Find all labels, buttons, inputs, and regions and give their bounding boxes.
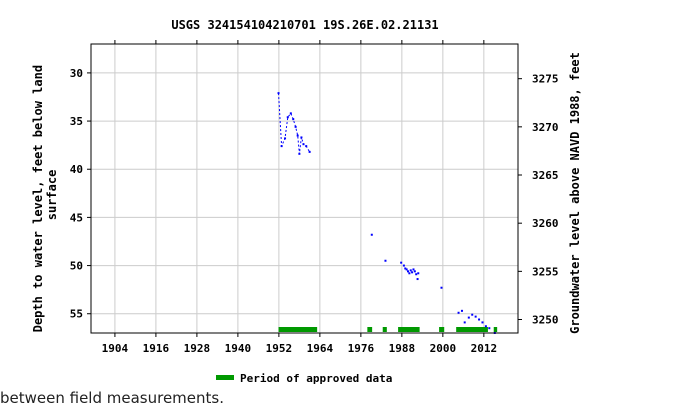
data-point <box>404 267 407 270</box>
approved-period-bar <box>382 327 387 332</box>
approved-period-bar <box>398 327 420 332</box>
y-left-tick-label: 30 <box>70 67 83 80</box>
data-point <box>463 321 466 324</box>
y-right-tick-label: 3275 <box>532 73 559 86</box>
x-tick-label: 2000 <box>430 342 457 355</box>
approved-period-bar <box>367 327 373 332</box>
data-point <box>405 268 408 271</box>
data-point <box>478 318 481 321</box>
approved-periods <box>278 327 498 332</box>
data-point <box>384 259 387 262</box>
y-right-tick-label: 3255 <box>532 265 559 278</box>
x-tick-label: 1964 <box>307 342 334 355</box>
data-point <box>416 278 419 281</box>
y-left-axis-label: Depth to water level, feet below land su… <box>31 58 59 333</box>
y-right-axis-label: Groundwater level above NAVD 1988, feet <box>568 52 582 334</box>
approved-period-bar <box>456 327 488 332</box>
data-point <box>488 327 491 330</box>
data-point <box>440 286 443 289</box>
data-point <box>471 313 474 316</box>
plot-frame <box>90 43 519 334</box>
data-point <box>481 321 484 324</box>
x-tick-label: 1916 <box>143 342 170 355</box>
grid-lines <box>91 44 518 333</box>
approved-period-bar <box>439 327 445 332</box>
data-point <box>417 272 420 275</box>
footnote-text: between field measurements. <box>0 389 224 407</box>
data-point <box>467 316 470 319</box>
data-point <box>457 311 460 314</box>
y-left-tick-label: 35 <box>70 115 83 128</box>
y-right-tick-label: 3260 <box>532 217 559 230</box>
x-tick-label: 1940 <box>225 342 252 355</box>
x-tick-label: 1976 <box>348 342 375 355</box>
data-point <box>289 112 292 115</box>
y-left-axis-label-line1: Depth to water level, feet below land <box>31 65 45 332</box>
data-point <box>298 152 301 155</box>
x-tick-label: 1904 <box>102 342 129 355</box>
data-series <box>277 92 496 334</box>
data-point <box>280 145 283 148</box>
data-point <box>460 309 463 312</box>
x-tick-label: 2012 <box>471 342 498 355</box>
data-point <box>474 315 477 318</box>
data-point <box>292 118 295 121</box>
data-point <box>286 116 289 119</box>
data-point <box>277 92 280 95</box>
x-tick-label: 1988 <box>389 342 416 355</box>
y-left-tick-label: 50 <box>70 260 83 273</box>
data-point <box>409 269 412 272</box>
data-point <box>300 136 303 139</box>
data-point <box>305 145 308 148</box>
data-point <box>411 271 414 274</box>
data-point <box>296 134 299 137</box>
data-point <box>413 270 416 273</box>
chart-title: USGS 324154104210701 19S.26E.02.21131 <box>171 18 438 32</box>
y-right-tick-label: 3265 <box>532 169 559 182</box>
y-left-axis-label-line2: surface <box>45 170 59 221</box>
legend: Period of approved data <box>216 372 392 385</box>
data-point <box>284 137 287 140</box>
data-point <box>294 125 297 128</box>
data-point <box>308 150 311 153</box>
y-left-tick-label: 45 <box>70 211 83 224</box>
y-left-axis-ticks: 30 35 40 45 50 55 <box>70 67 91 321</box>
data-point <box>370 233 373 236</box>
y-right-tick-label: 3270 <box>532 121 559 134</box>
y-left-tick-label: 40 <box>70 163 83 176</box>
x-axis-ticks: 1904 1916 1928 1940 1952 1964 1976 1988 2000 2012 <box>102 40 497 355</box>
x-tick-label: 1952 <box>266 342 293 355</box>
data-point <box>302 143 305 146</box>
y-right-tick-label: 3250 <box>532 314 559 327</box>
data-point <box>408 272 411 275</box>
data-point <box>407 270 410 273</box>
legend-label: Period of approved data <box>240 372 392 385</box>
data-point <box>400 261 403 264</box>
approved-period-bar <box>278 327 318 332</box>
approved-period-bar <box>493 327 498 332</box>
data-point <box>412 268 415 271</box>
data-point <box>415 273 418 276</box>
legend-swatch <box>216 375 234 380</box>
x-tick-label: 1928 <box>184 342 211 355</box>
series-connector-line <box>278 93 311 154</box>
y-right-axis-ticks: 3275 3270 3265 3260 3255 3250 <box>518 73 559 327</box>
data-point <box>484 325 487 328</box>
y-left-tick-label: 55 <box>70 308 83 321</box>
data-point <box>402 264 405 267</box>
